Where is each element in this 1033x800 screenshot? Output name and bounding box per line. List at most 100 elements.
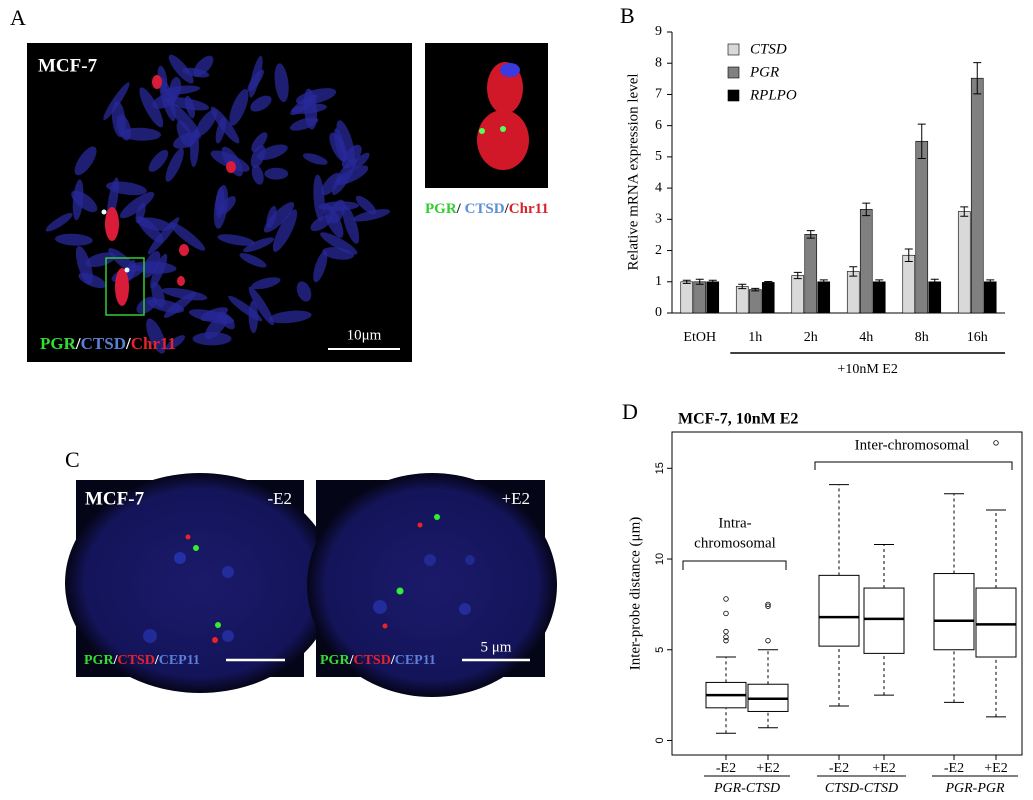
chromosome-red xyxy=(179,244,189,256)
legend-part: / xyxy=(113,653,119,668)
bar xyxy=(761,282,775,314)
chromosome xyxy=(136,215,164,244)
error-bar xyxy=(930,278,939,285)
error-bar xyxy=(986,279,995,285)
chromosome xyxy=(139,87,164,128)
bar xyxy=(957,211,971,314)
cell-line: MCF-7 xyxy=(85,488,145,509)
panel-label: C xyxy=(65,447,80,472)
chromosome xyxy=(213,184,229,229)
chromosome xyxy=(193,55,214,77)
legend-label: CTSD xyxy=(750,41,787,57)
chromosome-red xyxy=(115,268,129,306)
panel-label: A xyxy=(10,5,26,30)
cell-line: MCF-7 xyxy=(38,55,98,76)
legend-part: CTSD xyxy=(117,653,154,668)
legend-part: PGR xyxy=(320,653,350,668)
box xyxy=(863,587,905,654)
chromosome xyxy=(289,117,319,131)
error-bar xyxy=(875,279,884,285)
y-tick-label: 1 xyxy=(655,274,662,289)
chromosome xyxy=(210,106,240,144)
bar xyxy=(928,281,942,314)
chromosome-red xyxy=(177,276,185,286)
chromosome xyxy=(239,253,267,268)
chromosome xyxy=(168,102,201,139)
chromosome xyxy=(320,232,358,255)
probe-legend: PGR/CTSD/CEP11 xyxy=(84,653,200,668)
bar xyxy=(872,281,886,314)
outlier xyxy=(765,601,771,608)
y-tick-label: 4 xyxy=(655,180,662,195)
chromosome xyxy=(353,209,391,222)
chromosome-red xyxy=(105,207,119,241)
error-bar xyxy=(849,266,858,277)
legend-label: RPLPO xyxy=(749,87,797,103)
chromosome xyxy=(251,277,281,290)
chromosome xyxy=(111,101,126,138)
chromosome xyxy=(75,245,93,285)
bar xyxy=(791,275,805,314)
chromosome xyxy=(341,144,362,169)
box xyxy=(933,573,975,651)
bar xyxy=(970,77,984,314)
annotation: chromosomal xyxy=(694,535,776,551)
group-label: CTSD-CTSD xyxy=(825,781,898,796)
annotation: Inter-chromosomal xyxy=(855,437,970,453)
outlier xyxy=(723,610,729,617)
error-bar xyxy=(819,279,828,285)
chromosome xyxy=(169,77,182,100)
error-bar xyxy=(695,278,704,285)
y-tick-label: 5 xyxy=(654,647,666,653)
plot-frame xyxy=(671,431,1023,756)
chromosome xyxy=(355,195,377,215)
chromosome xyxy=(321,172,342,196)
chromosome xyxy=(296,281,312,302)
signal-green xyxy=(479,128,485,134)
chromosome xyxy=(120,127,162,141)
chromosome xyxy=(332,158,357,196)
panel-label: B xyxy=(620,3,635,28)
scale-label: 5 μm xyxy=(481,639,512,655)
signal-blue xyxy=(500,63,520,77)
bar xyxy=(915,140,929,314)
legend-part: PGR xyxy=(40,334,77,353)
legend-part: CEP11 xyxy=(395,653,436,668)
chromosome-red xyxy=(152,75,162,89)
x-tick-label: 2h xyxy=(804,330,818,345)
error-bar xyxy=(682,279,691,284)
legend-part: / xyxy=(456,201,465,217)
bar xyxy=(706,281,720,314)
outlier xyxy=(723,634,729,640)
x-tick-label: +E2 xyxy=(756,761,779,776)
bar xyxy=(817,281,831,314)
chromosome xyxy=(192,332,232,346)
bar xyxy=(735,286,749,314)
legend-part: / xyxy=(390,653,396,668)
legend-part: / xyxy=(75,334,81,353)
x-tick-label: EtOH xyxy=(683,330,716,345)
chromosome xyxy=(188,309,235,324)
legend-swatch xyxy=(727,66,740,79)
chromosome xyxy=(168,54,194,84)
nucleus xyxy=(307,473,557,697)
error-bar xyxy=(917,123,926,159)
legend-label: PGR xyxy=(749,64,779,80)
bar xyxy=(748,289,762,314)
y-tick-label: 0 xyxy=(655,305,662,320)
y-tick-label: 3 xyxy=(655,212,662,227)
signal xyxy=(101,209,107,215)
chromosome xyxy=(147,298,185,313)
chromosome xyxy=(119,191,155,219)
error-bar xyxy=(764,280,773,284)
legend-part: PGR xyxy=(425,201,457,217)
chromosome xyxy=(313,174,325,222)
chart-title: MCF-7, 10nM E2 xyxy=(678,411,798,428)
group-label: PGR-PGR xyxy=(944,781,1005,796)
bracket xyxy=(814,461,1013,470)
legend-part: CTSD xyxy=(465,201,505,217)
outlier xyxy=(765,637,771,644)
chromosome xyxy=(291,103,327,114)
y-tick-label: 6 xyxy=(655,118,662,133)
chromosome-red xyxy=(477,110,529,170)
